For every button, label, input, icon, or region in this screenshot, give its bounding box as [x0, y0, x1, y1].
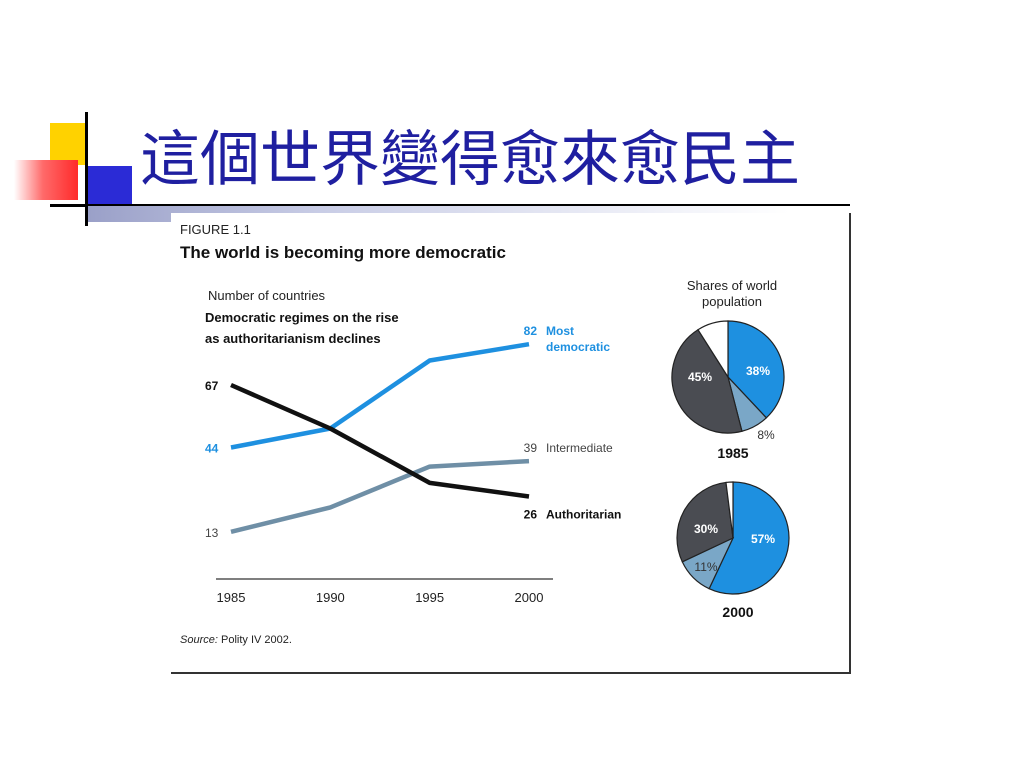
pie-1985-slice-1 — [727, 320, 785, 419]
pie-2000-slice-label-1: 57% — [751, 532, 775, 546]
line-chart: 1985 1990 1995 2000 44 82 Most democratic 13 39 In… — [205, 324, 621, 605]
end-value-label-intermediate: 39 — [524, 441, 538, 455]
x-tick-label-1985: 1985 — [217, 590, 246, 605]
series-name-most-democratic-line-1: Most — [546, 324, 574, 338]
pie-2000-slice-4 — [725, 481, 734, 539]
chart-subtitle-line-2: as authoritarianism declines — [205, 331, 381, 346]
pie-1985-slice-label-1: 38% — [746, 364, 770, 378]
pie-1985-slice-4 — [697, 320, 729, 380]
start-value-label-intermediate: 13 — [205, 526, 219, 540]
end-value-label-authoritarian: 26 — [524, 507, 538, 521]
source-label: Source: — [180, 634, 218, 646]
source-text: Polity IV 2002. — [221, 634, 292, 646]
start-value-label-authoritarian: 67 — [205, 379, 219, 393]
decor-horizontal-line — [50, 204, 850, 207]
x-tick-label-2000: 2000 — [515, 590, 544, 605]
start-value-label-most-democratic: 44 — [205, 442, 219, 456]
pie-2000-slice-label-2: 11% — [694, 560, 717, 574]
source-note: Source: Polity IV 2002. — [180, 634, 292, 646]
pie-year-label-2000: 2000 — [722, 604, 753, 620]
pie-1985-slice-label-2: 8% — [757, 428, 775, 442]
decor-blue-square — [86, 166, 132, 208]
x-tick-label-1990: 1990 — [316, 590, 345, 605]
series-name-authoritarian-line-1: Authoritarian — [546, 507, 621, 521]
end-value-label-most-democratic: 82 — [524, 324, 538, 338]
decor-vertical-line — [85, 112, 88, 226]
figure-heading: The world is becoming more democratic — [180, 243, 506, 262]
pie-year-label-1985: 1985 — [717, 445, 748, 461]
pie-1985-slice-3 — [671, 328, 743, 434]
y-axis-label: Number of countries — [208, 288, 326, 303]
figure-panel: FIGURE 1.1 The world is becoming more de… — [171, 213, 851, 674]
pie-2000-slice-3 — [676, 481, 734, 563]
pie-title-line-2: population — [702, 294, 762, 309]
pie-1985-slice-label-3: 45% — [688, 370, 712, 384]
series-name-most-democratic-line-2: democratic — [546, 340, 610, 354]
series-line-intermediate — [230, 458, 530, 534]
series-name-intermediate-line-1: Intermediate — [546, 441, 613, 455]
series-line-authoritarian — [230, 382, 530, 499]
slide-title: 這個世界變得愈來愈民主 — [140, 125, 800, 195]
pie-2000-slice-label-3: 30% — [694, 522, 718, 536]
series-line-most-democratic — [230, 341, 530, 450]
chart-subtitle-line-1: Democratic regimes on the rise — [205, 310, 399, 325]
x-tick-label-1995: 1995 — [415, 590, 444, 605]
figure-chart-svg: FIGURE 1.1 The world is becoming more de… — [180, 222, 790, 646]
pie-title-line-1: Shares of world — [687, 278, 777, 293]
pie-2000-slice-1 — [708, 481, 790, 595]
decor-yellow-square — [50, 123, 88, 165]
figure-label: FIGURE 1.1 — [180, 222, 251, 237]
decor-red-gradient-bar — [14, 160, 78, 200]
